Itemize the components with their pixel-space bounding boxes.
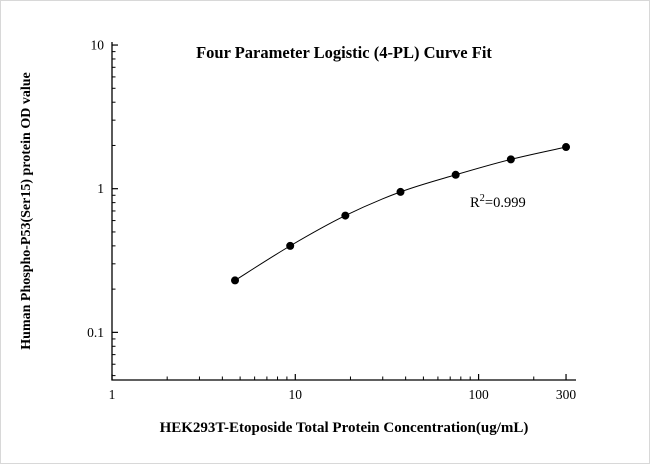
x-tick-label: 10: [289, 387, 303, 402]
data-point: [231, 276, 240, 285]
data-point: [562, 143, 571, 152]
data-point: [396, 187, 405, 196]
data-point: [341, 211, 350, 220]
fit-curve-line: [234, 146, 567, 281]
y-tick-label: 0.1: [87, 325, 104, 340]
axis-frame: [111, 42, 576, 381]
data-point: [506, 155, 515, 164]
data-point: [451, 170, 460, 179]
r-squared-annotation: R2=0.999: [470, 193, 526, 211]
y-tick-label: 10: [91, 38, 105, 53]
x-tick-label: 300: [556, 387, 577, 402]
x-tick-label: 1: [109, 387, 116, 402]
chart-title: Four Parameter Logistic (4-PL) Curve Fit: [196, 43, 492, 62]
x-tick-label: 100: [468, 387, 489, 402]
data-point: [286, 241, 295, 250]
x-axis-label: HEK293T-Etoposide Total Protein Concentr…: [160, 420, 529, 436]
y-tick-label: 1: [97, 181, 104, 196]
y-axis-label: Human Phospho-P53(Ser15) protein OD valu…: [19, 72, 34, 349]
